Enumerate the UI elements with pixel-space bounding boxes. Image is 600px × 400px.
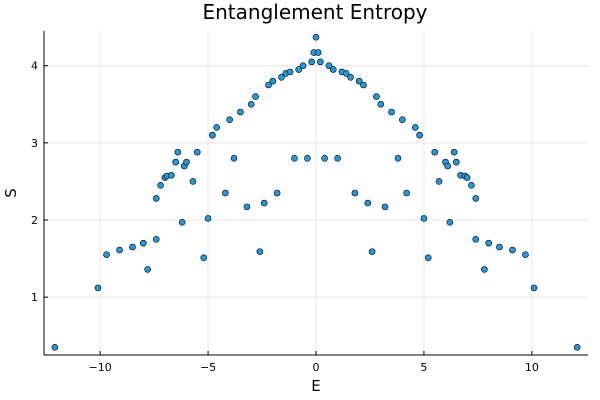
data-point: [260, 199, 268, 207]
data-point: [178, 219, 186, 226]
data-point: [325, 62, 333, 70]
data-point: [152, 195, 160, 202]
data-point: [189, 178, 197, 185]
data-point: [388, 108, 395, 116]
data-points: [51, 33, 581, 351]
x-tick-label: −10: [89, 361, 112, 374]
x-tick-label: 0: [313, 361, 320, 374]
data-point: [463, 174, 471, 181]
data-point: [103, 251, 110, 259]
data-point: [347, 73, 354, 81]
data-point: [485, 239, 492, 247]
data-point: [446, 219, 454, 226]
data-point: [193, 148, 201, 156]
data-point: [308, 58, 315, 66]
data-point: [399, 116, 406, 124]
y-tick-label: 4: [31, 60, 38, 73]
data-point: [481, 266, 488, 273]
y-ticks: 1 2 3 4: [31, 60, 48, 304]
data-point: [237, 108, 244, 116]
data-point: [157, 181, 164, 189]
data-point: [360, 81, 367, 89]
y-tick-label: 2: [31, 214, 38, 227]
data-point: [295, 66, 303, 73]
data-point: [321, 154, 328, 162]
data-point: [144, 266, 151, 273]
data-point: [351, 189, 359, 197]
data-point: [530, 284, 538, 292]
data-point: [222, 189, 229, 197]
data-point: [247, 100, 255, 108]
data-point: [412, 124, 419, 131]
data-point: [278, 73, 285, 81]
data-point: [152, 235, 160, 243]
data-point: [304, 154, 311, 162]
data-point: [424, 254, 432, 262]
data-point: [342, 70, 350, 77]
data-point: [252, 93, 259, 100]
data-point: [269, 77, 277, 85]
data-point: [243, 203, 251, 211]
data-point: [435, 178, 443, 185]
data-point: [312, 33, 320, 41]
data-point: [431, 148, 439, 156]
data-point: [273, 189, 281, 197]
data-point: [209, 131, 216, 139]
data-point: [226, 116, 233, 124]
data-point: [116, 246, 123, 254]
data-point: [381, 203, 389, 211]
data-point: [286, 68, 294, 76]
data-point: [174, 148, 182, 156]
data-point: [468, 181, 475, 189]
data-point: [299, 62, 307, 70]
data-point: [453, 158, 460, 166]
y-axis-label: S: [2, 188, 20, 198]
grid: [44, 31, 588, 355]
data-point: [573, 343, 581, 351]
data-point: [394, 154, 402, 162]
data-point: [377, 100, 385, 108]
data-point: [472, 235, 480, 243]
data-point: [355, 77, 363, 85]
data-point: [51, 343, 59, 351]
y-tick-label: 3: [31, 137, 38, 150]
chart-title: Entanglement Entropy: [202, 0, 427, 24]
data-point: [420, 215, 428, 222]
data-point: [509, 246, 516, 254]
x-ticks: −10 −5 0 5 10: [89, 351, 539, 374]
data-point: [168, 171, 175, 179]
data-point: [94, 284, 102, 292]
y-tick-label: 1: [31, 291, 38, 304]
data-point: [230, 154, 238, 162]
data-point: [403, 189, 410, 197]
data-point: [172, 158, 179, 166]
data-point: [496, 243, 503, 251]
data-point: [329, 66, 337, 73]
data-point: [444, 162, 451, 170]
x-tick-label: 5: [420, 361, 427, 374]
data-point: [334, 154, 341, 162]
data-point: [256, 248, 264, 255]
x-tick-label: 10: [525, 361, 539, 374]
data-point: [373, 93, 380, 100]
data-point: [450, 148, 458, 156]
data-point: [204, 215, 212, 222]
data-point: [416, 131, 423, 139]
data-point: [183, 158, 190, 166]
data-point: [314, 49, 322, 56]
data-point: [213, 124, 220, 131]
data-point: [472, 195, 480, 202]
x-tick-label: −5: [200, 361, 216, 374]
data-point: [368, 248, 376, 255]
data-point: [200, 254, 208, 262]
data-point: [140, 239, 147, 247]
data-point: [291, 154, 298, 162]
data-point: [522, 251, 529, 259]
data-point: [317, 58, 324, 66]
data-point: [129, 243, 136, 251]
data-point: [364, 199, 372, 207]
data-point: [265, 81, 272, 89]
x-axis-label: E: [311, 377, 320, 395]
